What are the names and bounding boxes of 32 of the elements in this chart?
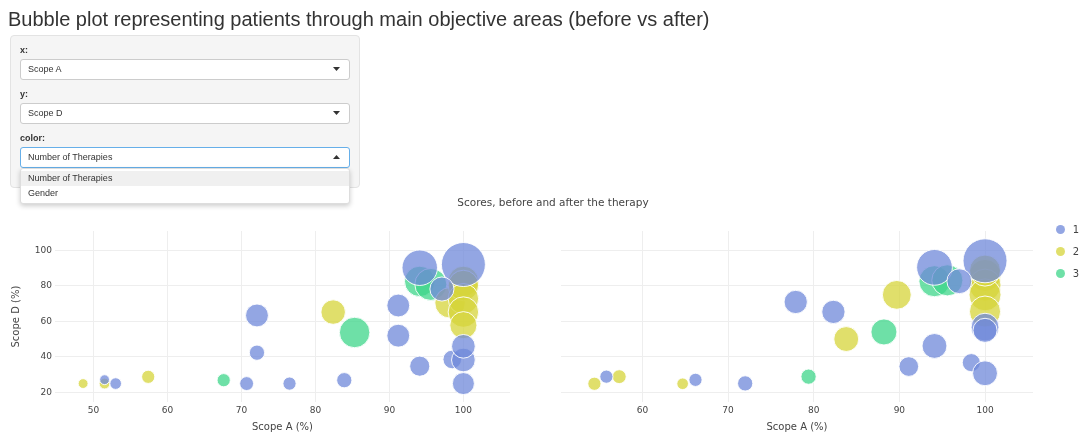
x-axis-title: Scope A (%) (252, 420, 314, 432)
x-tick-label: 70 (722, 404, 735, 415)
y-tick-label: 60 (40, 315, 53, 326)
x-tick-label: 80 (807, 404, 820, 415)
x-tick-label: 90 (383, 404, 396, 415)
x-tick-label: 80 (309, 404, 322, 415)
y-tick-label: 40 (40, 351, 53, 362)
legend-label: 1 (1072, 223, 1079, 235)
y-tick-label: 20 (40, 386, 53, 397)
text: Number of Therapies (20, 147, 350, 168)
x-tick-label: 70 (235, 404, 248, 415)
text: Scope A (20, 59, 350, 80)
text: Gender (21, 186, 349, 201)
x-axis-title: Scope A (%) (766, 420, 828, 432)
text: x: (20, 45, 29, 55)
text: Scores, before and after the therapy (457, 196, 649, 208)
legend-label: 2 (1072, 245, 1079, 257)
text: Bubble plot representing patients through main objective areas (before vs after) (8, 8, 710, 31)
y-tick-label: 100 (34, 244, 53, 255)
legend-label: 3 (1072, 267, 1079, 279)
x-tick-label: 60 (161, 404, 174, 415)
x-tick-label: 100 (976, 404, 994, 415)
x-tick-label: 100 (454, 404, 473, 415)
x-tick-label: 60 (636, 404, 649, 415)
y-axis-title: Scope D (%) (9, 285, 21, 348)
text: color: (20, 133, 46, 143)
y-tick-label: 80 (40, 280, 53, 291)
text: Number of Therapies (21, 171, 349, 186)
text: y: (20, 89, 29, 99)
text: Scope D (20, 103, 350, 124)
x-tick-label: 50 (87, 404, 100, 415)
x-tick-label: 90 (893, 404, 906, 415)
